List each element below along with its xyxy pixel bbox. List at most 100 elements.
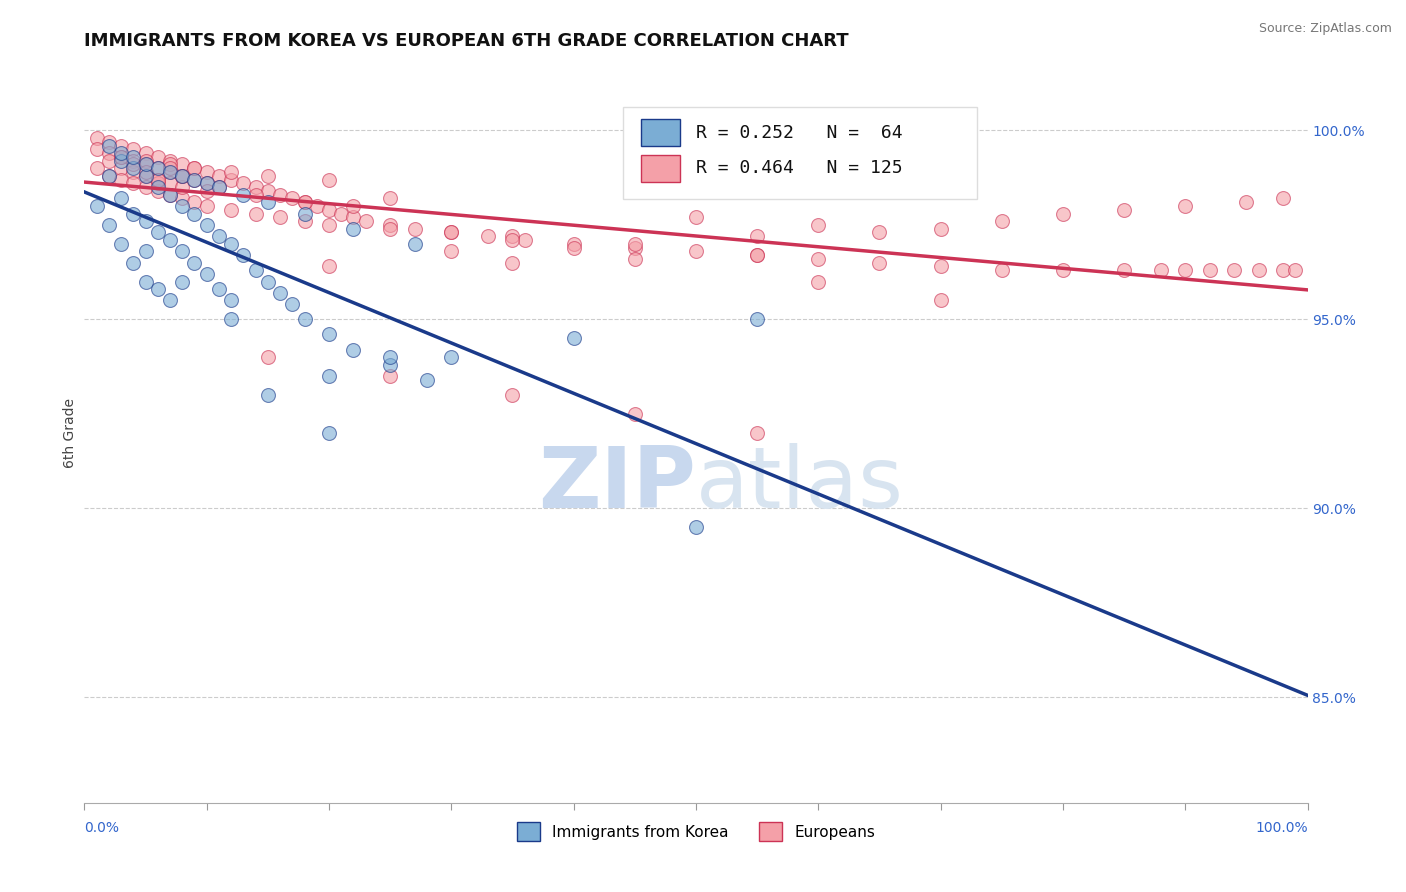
Legend: Immigrants from Korea, Europeans: Immigrants from Korea, Europeans: [510, 816, 882, 847]
Point: [135, 244, 157, 259]
Point: [195, 165, 218, 179]
Point: [502, 229, 524, 244]
Point: [146, 184, 169, 198]
Point: [195, 199, 218, 213]
Point: [513, 233, 536, 247]
Point: [110, 150, 132, 164]
Point: [110, 146, 132, 161]
Point: [929, 260, 952, 274]
Text: R = 0.464   N = 125: R = 0.464 N = 125: [696, 160, 903, 178]
Point: [294, 312, 316, 326]
Point: [354, 214, 377, 228]
Point: [624, 407, 647, 421]
Point: [86, 161, 108, 176]
Point: [86, 199, 108, 213]
Point: [404, 221, 426, 235]
Point: [208, 180, 231, 194]
Point: [502, 388, 524, 402]
Point: [183, 255, 205, 269]
Point: [1114, 263, 1136, 277]
Point: [159, 233, 181, 247]
Point: [97, 153, 120, 168]
Text: atlas: atlas: [696, 443, 904, 526]
Point: [183, 206, 205, 220]
Point: [991, 214, 1014, 228]
Text: ZIP: ZIP: [538, 443, 696, 526]
Point: [318, 260, 340, 274]
Point: [245, 180, 267, 194]
Point: [747, 248, 769, 262]
Point: [929, 221, 952, 235]
Point: [172, 157, 194, 171]
Point: [135, 157, 157, 171]
Point: [1052, 263, 1074, 277]
Point: [159, 187, 181, 202]
Point: [1174, 263, 1197, 277]
Point: [807, 252, 830, 266]
Point: [146, 172, 169, 186]
Point: [380, 221, 402, 235]
Point: [624, 236, 647, 251]
Point: [281, 191, 304, 205]
Point: [146, 180, 169, 194]
Point: [380, 218, 402, 232]
Point: [991, 263, 1014, 277]
Point: [257, 195, 280, 210]
Point: [440, 226, 463, 240]
Point: [146, 226, 169, 240]
Point: [318, 327, 340, 342]
Point: [110, 153, 132, 168]
Point: [281, 297, 304, 311]
Point: [342, 211, 364, 225]
Point: [135, 169, 157, 183]
Point: [318, 172, 340, 186]
Point: [86, 142, 108, 156]
Text: Source: ZipAtlas.com: Source: ZipAtlas.com: [1258, 22, 1392, 36]
Point: [807, 218, 830, 232]
Point: [135, 157, 157, 171]
Point: [172, 191, 194, 205]
Point: [110, 191, 132, 205]
Point: [97, 169, 120, 183]
Point: [159, 165, 181, 179]
Point: [122, 153, 145, 168]
Point: [208, 180, 231, 194]
Point: [195, 267, 218, 281]
Point: [305, 199, 328, 213]
Text: IMMIGRANTS FROM KOREA VS EUROPEAN 6TH GRADE CORRELATION CHART: IMMIGRANTS FROM KOREA VS EUROPEAN 6TH GR…: [84, 32, 849, 50]
Point: [562, 241, 585, 255]
Point: [440, 226, 463, 240]
Point: [122, 206, 145, 220]
Point: [330, 206, 353, 220]
Point: [146, 172, 169, 186]
Point: [318, 425, 340, 440]
Text: 0.0%: 0.0%: [84, 822, 120, 836]
Point: [232, 177, 254, 191]
Point: [97, 138, 120, 153]
Point: [219, 172, 242, 186]
Point: [159, 157, 181, 171]
Point: [1114, 202, 1136, 217]
Point: [380, 350, 402, 364]
Point: [208, 169, 231, 183]
Point: [1150, 263, 1173, 277]
FancyBboxPatch shape: [623, 107, 977, 200]
Point: [172, 169, 194, 183]
Point: [342, 343, 364, 357]
Point: [110, 161, 132, 176]
Point: [685, 520, 707, 534]
Point: [135, 180, 157, 194]
Point: [232, 248, 254, 262]
Point: [232, 187, 254, 202]
Point: [245, 263, 267, 277]
Point: [269, 187, 291, 202]
Point: [1272, 263, 1295, 277]
Text: R = 0.252   N =  64: R = 0.252 N = 64: [696, 124, 903, 142]
Point: [159, 165, 181, 179]
Point: [219, 165, 242, 179]
Point: [146, 282, 169, 296]
Point: [208, 229, 231, 244]
Point: [146, 150, 169, 164]
Point: [159, 177, 181, 191]
Point: [929, 293, 952, 308]
